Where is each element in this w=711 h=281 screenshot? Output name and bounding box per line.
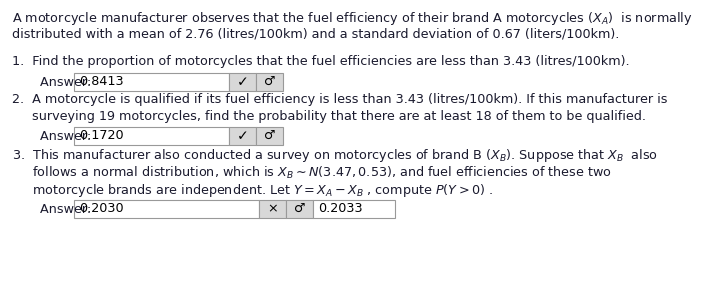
Text: distributed with a mean of 2.76 (litres/100km) and a standard deviation of 0.67 : distributed with a mean of 2.76 (litres/… [12,28,619,41]
FancyBboxPatch shape [229,127,256,144]
Text: 0.8413: 0.8413 [79,75,124,88]
Text: 2.  A motorcycle is qualified if its fuel efficiency is less than 3.43 (litres/1: 2. A motorcycle is qualified if its fuel… [12,93,668,106]
Text: ♂: ♂ [264,129,275,142]
FancyBboxPatch shape [256,73,283,90]
Text: 0.2033: 0.2033 [318,202,363,215]
FancyBboxPatch shape [286,200,313,217]
Text: motorcycle brands are independent. Let $Y = X_A - X_B$ , compute $P(Y > 0)$ .: motorcycle brands are independent. Let $… [12,182,493,199]
FancyBboxPatch shape [256,127,283,144]
Text: A motorcycle manufacturer observes that the fuel efficiency of their brand A mot: A motorcycle manufacturer observes that … [12,10,693,27]
FancyBboxPatch shape [229,73,256,90]
Text: follows a normal distribution, which is $X_B \sim N(3.47, 0.53)$, and fuel effic: follows a normal distribution, which is … [12,165,611,181]
Text: ♂: ♂ [294,202,305,215]
Text: Answer:: Answer: [40,203,95,216]
Text: Answer:: Answer: [40,76,95,89]
Text: ✓: ✓ [237,75,248,89]
Text: 3.  This manufacturer also conducted a survey on motorcycles of brand B ($X_B$).: 3. This manufacturer also conducted a su… [12,147,658,164]
Text: ×: × [267,202,278,215]
Text: 1.  Find the proportion of motorcycles that the fuel efficiencies are less than : 1. Find the proportion of motorcycles th… [12,55,630,68]
FancyBboxPatch shape [74,73,229,90]
FancyBboxPatch shape [74,200,259,217]
Text: surveying 19 motorcycles, find the probability that there are at least 18 of the: surveying 19 motorcycles, find the proba… [12,110,646,123]
Text: 0.1720: 0.1720 [79,129,124,142]
Text: ✓: ✓ [237,129,248,143]
FancyBboxPatch shape [259,200,286,217]
FancyBboxPatch shape [313,200,395,217]
Text: Answer:: Answer: [40,130,95,143]
Text: ♂: ♂ [264,75,275,88]
Text: 0.2030: 0.2030 [79,202,124,215]
FancyBboxPatch shape [74,127,229,144]
